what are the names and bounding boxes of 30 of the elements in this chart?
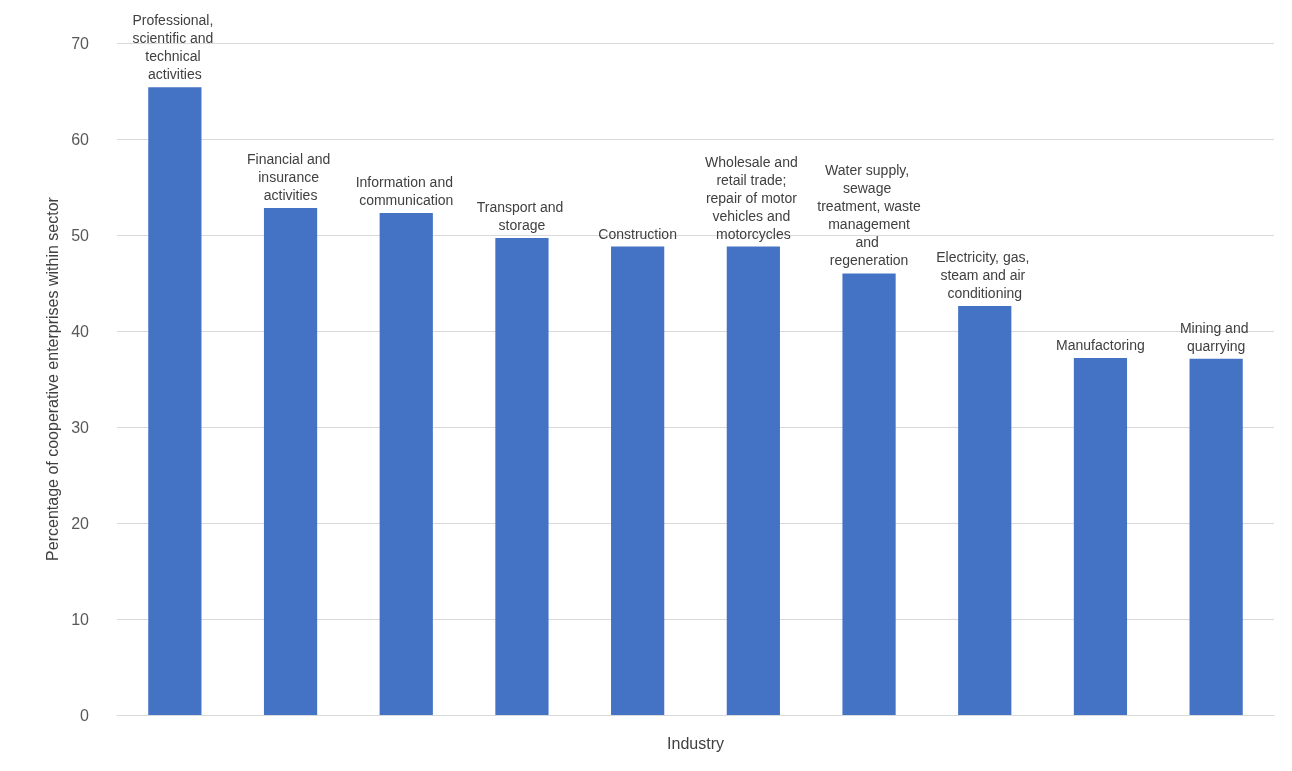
y-tick-label: 60: [71, 130, 90, 148]
y-tick-label: 10: [71, 610, 90, 628]
x-tick-label: Transport and storage: [476, 198, 568, 233]
bar: [379, 212, 433, 715]
y-tick-label: 20: [71, 514, 90, 532]
bar: [263, 208, 318, 715]
bar: [842, 273, 896, 715]
y-tick-label: 50: [71, 226, 90, 244]
x-tick-label: Electricity, gas, steam and air conditioning: [936, 249, 1034, 302]
bar: [495, 237, 549, 715]
y-tick-label: 70: [71, 34, 90, 52]
x-axis-title: Industry: [667, 734, 724, 752]
y-tick-label: 40: [71, 322, 90, 340]
x-tick-label: Wholesale and retail trade; repair of motor vehicles and motorcycles: [705, 153, 802, 242]
bar: [726, 246, 780, 715]
bar: [1073, 357, 1128, 715]
y-axis-title: Percentage of cooperative enterprises within sector: [43, 196, 61, 561]
x-tick-label: Information and communication: [355, 173, 457, 208]
bar: [958, 306, 1012, 715]
x-tick-label: Financial and insurance activities: [246, 151, 335, 204]
y-tick-label: 0: [80, 706, 90, 724]
bar: [611, 246, 665, 715]
x-tick-label: Mining and quarrying: [1179, 319, 1253, 354]
x-tick-label: Construction: [598, 225, 677, 242]
x-tick-label: Manufactoring: [1056, 336, 1145, 353]
x-tick-label: Professional, scientific and technical activities: [132, 12, 218, 83]
y-tick-label: 30: [71, 418, 90, 436]
x-tick-label: Water supply, sewage treatment, waste management and regeneration: [817, 162, 921, 269]
bar: [1189, 358, 1243, 715]
bar: [148, 87, 202, 715]
